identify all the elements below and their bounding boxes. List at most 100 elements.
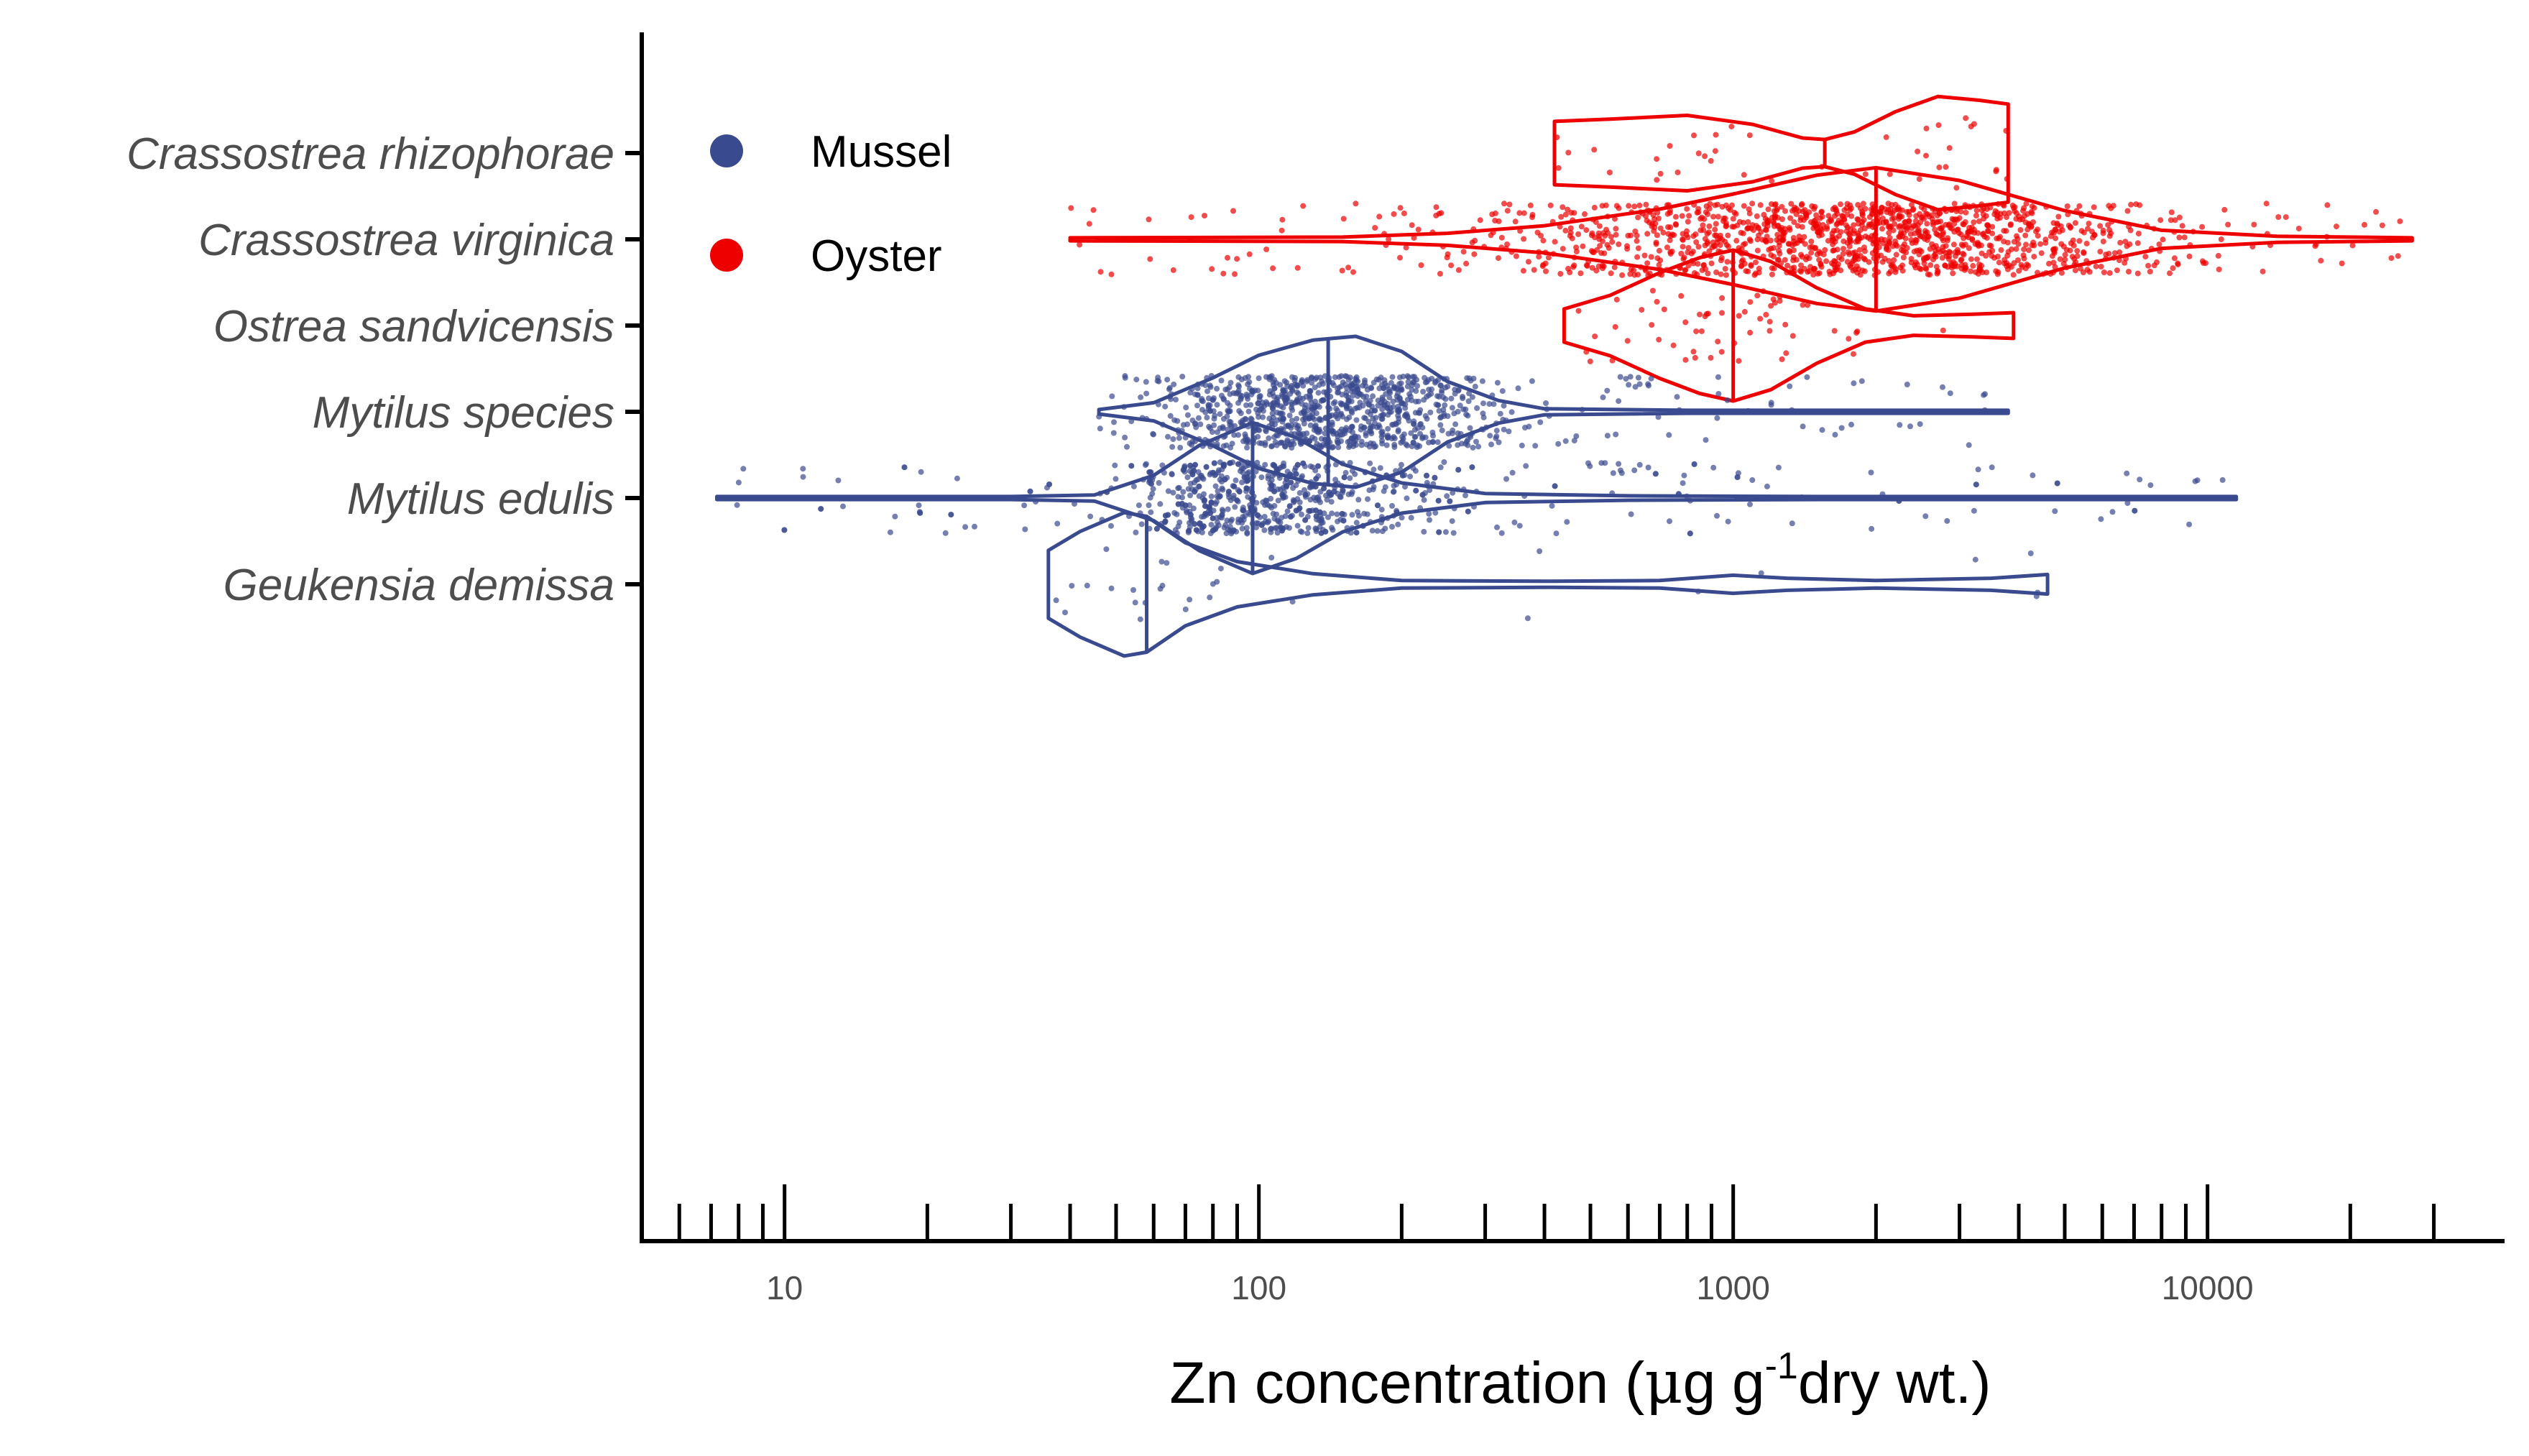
data-point	[1498, 234, 1505, 241]
data-point	[1701, 216, 1708, 222]
data-point	[1949, 262, 1955, 269]
data-point	[1862, 171, 1869, 178]
data-point	[1727, 207, 1733, 213]
data-point	[1155, 401, 1161, 407]
data-point	[1682, 319, 1689, 326]
data-point	[1271, 400, 1277, 405]
data-point	[1501, 402, 1507, 409]
data-point	[1190, 505, 1197, 512]
data-point	[1597, 243, 1603, 249]
data-point	[1287, 514, 1294, 520]
data-point	[1745, 268, 1751, 275]
data-point	[1086, 221, 1092, 227]
data-point	[1341, 428, 1348, 434]
data-point	[2017, 227, 2024, 233]
data-point	[1299, 511, 1304, 517]
data-point	[1942, 262, 1948, 269]
x-tick-label: 10000	[2162, 1269, 2254, 1307]
data-point	[1388, 379, 1394, 386]
data-point	[1389, 474, 1396, 481]
data-point	[1681, 254, 1687, 261]
data-point	[1455, 267, 1462, 273]
data-point	[1600, 394, 1606, 400]
data-point	[1583, 227, 1590, 234]
data-point	[1199, 397, 1205, 404]
data-point	[1384, 382, 1391, 389]
data-point	[1718, 254, 1725, 261]
data-point	[1779, 203, 1785, 210]
data-point	[1879, 226, 1885, 232]
data-point	[1654, 255, 1661, 262]
data-point	[1312, 467, 1319, 474]
data-point	[1819, 213, 1825, 220]
data-point	[2171, 255, 2178, 262]
data-point	[1841, 246, 1846, 252]
data-point	[1421, 497, 1427, 503]
data-point	[1128, 418, 1135, 425]
data-point	[1294, 389, 1300, 395]
data-point	[1391, 488, 1397, 494]
data-point	[1810, 272, 1817, 278]
data-point	[1370, 423, 1376, 430]
data-point	[1693, 328, 1700, 335]
data-point	[1874, 248, 1879, 254]
data-point	[1111, 419, 1117, 425]
data-point	[1892, 201, 1899, 208]
data-point	[1601, 250, 1608, 257]
data-point	[1289, 418, 1295, 424]
data-point	[1950, 270, 1956, 277]
data-point	[1639, 307, 1645, 313]
data-point	[1214, 385, 1220, 392]
data-point	[1760, 253, 1766, 259]
data-point	[1215, 429, 1220, 436]
data-point	[1859, 211, 1866, 217]
data-point	[1421, 528, 1427, 535]
data-point	[1245, 408, 1252, 415]
data-point	[1998, 246, 2004, 253]
data-point	[1175, 523, 1181, 530]
data-point	[1156, 480, 1162, 486]
data-point	[1667, 224, 1674, 231]
data-point	[1706, 206, 1713, 212]
data-point	[1350, 269, 1356, 275]
data-point	[1162, 403, 1169, 410]
data-point	[1644, 260, 1651, 267]
data-point	[1777, 293, 1783, 300]
data-point	[1768, 245, 1774, 252]
data-point	[1439, 427, 1445, 433]
data-point	[1419, 435, 1425, 441]
data-point	[1497, 410, 1503, 417]
data-point	[1511, 519, 1518, 525]
data-point	[2062, 252, 2068, 258]
data-point	[1262, 440, 1268, 446]
data-point	[1832, 264, 1838, 271]
data-point	[1410, 420, 1416, 427]
data-point	[1560, 246, 1566, 252]
data-point	[1639, 211, 1646, 217]
data-point	[1848, 213, 1855, 219]
data-point	[1222, 433, 1228, 439]
data-point	[2157, 217, 2164, 224]
data-point	[954, 475, 960, 482]
data-point	[1951, 221, 1958, 227]
data-point	[972, 523, 977, 530]
data-point	[1033, 499, 1039, 505]
data-point	[1723, 202, 1729, 208]
data-point	[1338, 373, 1345, 379]
data-point	[2038, 250, 2045, 257]
data-point	[1634, 232, 1640, 239]
data-point	[1245, 396, 1251, 402]
data-point	[1247, 420, 1253, 426]
data-point	[1294, 382, 1301, 388]
data-point	[2031, 254, 2037, 260]
data-point	[1685, 249, 1691, 256]
data-point	[1654, 232, 1660, 239]
data-point	[1798, 269, 1804, 275]
data-point	[942, 530, 949, 536]
data-point	[1411, 427, 1418, 433]
data-point	[1980, 211, 1986, 218]
data-point	[2042, 240, 2049, 246]
data-point	[1449, 518, 1455, 525]
data-point	[1307, 508, 1313, 514]
